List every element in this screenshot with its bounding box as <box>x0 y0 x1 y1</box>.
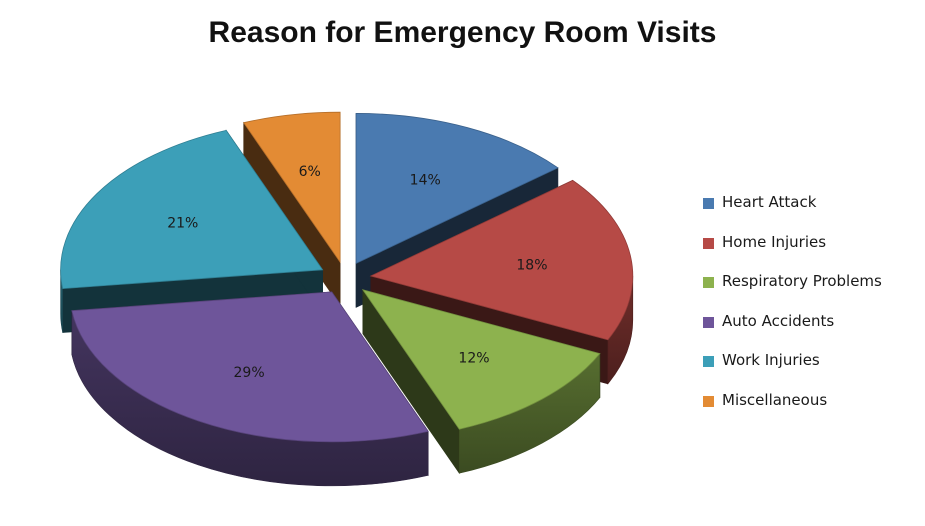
legend-swatch <box>703 316 714 328</box>
data-label-work-injuries: 21% <box>167 215 198 231</box>
pie-slice-auto-accidents: 29% <box>71 290 429 487</box>
legend-label: Respiratory Problems <box>722 272 882 290</box>
legend-swatch <box>703 237 714 249</box>
legend-swatch <box>703 395 714 407</box>
legend-label: Work Injuries <box>722 351 820 369</box>
legend-item-respiratory-problems: Respiratory Problems <box>703 272 882 312</box>
legend-label: Heart Attack <box>722 193 817 211</box>
data-label-heart-attack: 14% <box>410 172 441 188</box>
pie-slice-respiratory-problems: 12% <box>361 288 601 475</box>
legend-item-miscellaneous: Miscellaneous <box>703 391 882 431</box>
chart-legend: Heart Attack Home Injuries Respiratory Pro… <box>703 193 882 430</box>
legend-swatch <box>703 198 714 209</box>
legend-swatch <box>703 277 714 288</box>
data-label-miscellaneous: 6% <box>299 164 321 180</box>
legend-item-home-injuries: Home Injuries <box>703 233 882 273</box>
data-label-auto-accidents: 29% <box>234 365 265 381</box>
legend-label: Miscellaneous <box>722 390 828 409</box>
data-label-respiratory-problems: 12% <box>458 351 489 367</box>
legend-item-work-injuries: Work Injuries <box>703 351 882 391</box>
legend-label: Home Injuries <box>722 232 827 251</box>
chart-title: Reason for Emergency Room Visits <box>208 16 717 49</box>
legend-label: Auto Accidents <box>722 311 835 330</box>
legend-item-auto-accidents: Auto Accidents <box>703 312 882 352</box>
data-label-home-injuries: 18% <box>516 257 547 273</box>
legend-swatch <box>703 356 714 367</box>
legend-item-heart-attack: Heart Attack <box>703 193 882 233</box>
